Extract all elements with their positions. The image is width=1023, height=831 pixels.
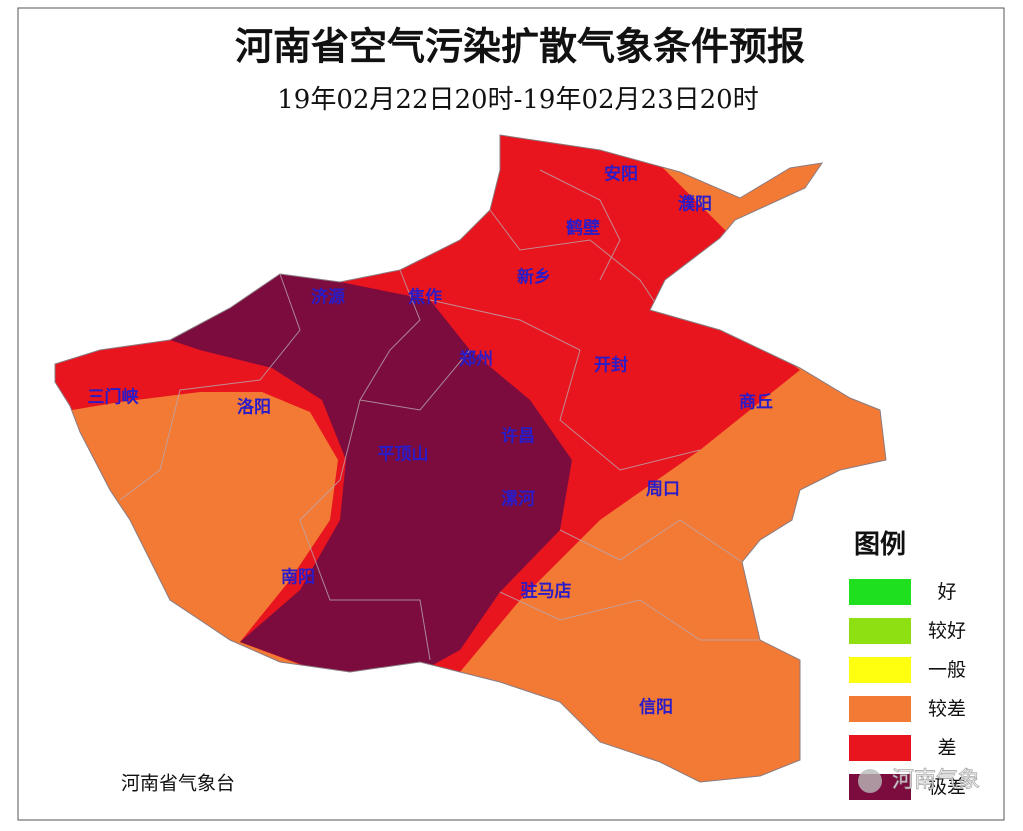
city-label: 三门峡 (88, 387, 140, 408)
legend-title: 图例 (854, 530, 906, 560)
legend-swatch (849, 618, 911, 644)
city-label: 商丘 (739, 392, 773, 413)
city-label: 焦作 (407, 287, 442, 308)
legend-label: 极差 (928, 776, 966, 798)
city-label: 周口 (646, 480, 680, 500)
city-label: 新乡 (517, 267, 551, 288)
legend-label: 好 (937, 581, 956, 603)
city-label: 信阳 (639, 697, 673, 718)
city-label: 许昌 (501, 426, 535, 447)
subtitle: 19年02月22日20时-19年02月23日20时 (277, 85, 758, 115)
legend-label: 一般 (928, 659, 966, 681)
legend-swatch (849, 696, 911, 722)
legend-swatch (849, 579, 911, 605)
legend-label: 差 (937, 737, 956, 759)
city-label: 驻马店 (521, 581, 572, 602)
city-label: 郑州 (459, 349, 493, 370)
city-label: 平顶山 (378, 445, 429, 465)
legend-swatch (849, 735, 911, 761)
legend-label: 较好 (928, 620, 966, 642)
legend-swatch (849, 657, 911, 683)
watermark: 河南气象 (892, 768, 980, 793)
title: 河南省空气污染扩散气象条件预报 (235, 24, 805, 69)
city-label: 鹤壁 (566, 218, 600, 239)
city-label: 濮阳 (678, 194, 712, 215)
city-label: 洛阳 (237, 397, 271, 418)
city-label: 安阳 (604, 164, 638, 185)
city-label: 济源 (311, 287, 345, 308)
legend-label: 较差 (928, 698, 966, 720)
watermark-icon (858, 769, 882, 793)
zone-very-poor (170, 270, 572, 682)
city-label: 漯河 (501, 490, 535, 510)
city-label: 南阳 (281, 567, 315, 588)
city-label: 开封 (594, 355, 628, 376)
source: 河南省气象台 (121, 773, 235, 795)
district-lines (119, 169, 760, 661)
